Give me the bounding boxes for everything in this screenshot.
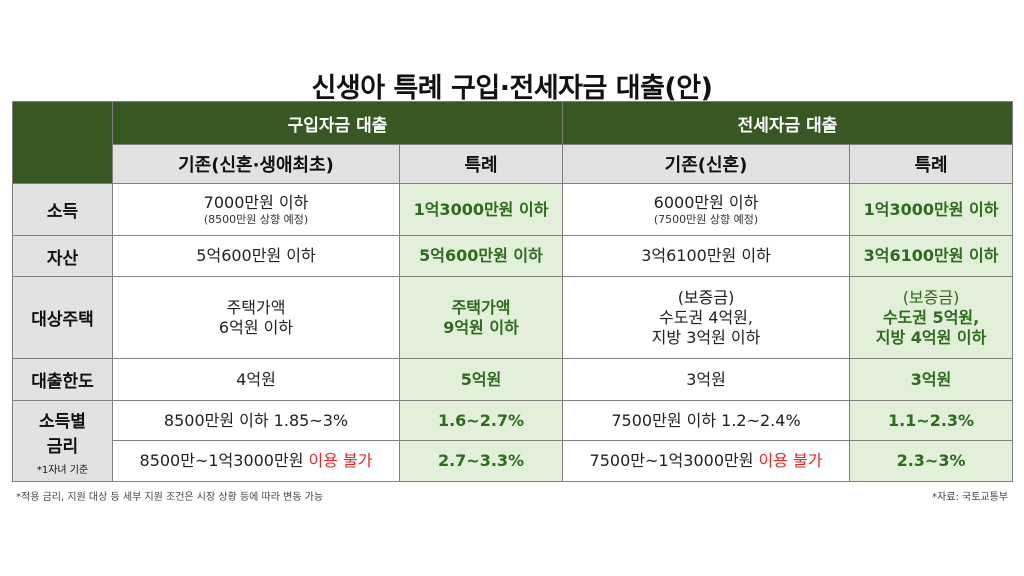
header-jeonse-special: 특례 [849, 144, 1014, 184]
header-purchase-special: 특례 [398, 144, 564, 184]
row-asset: 자산 5억600만원 이하 5억600만원 이하 3억6100만원 이하 3억6… [12, 235, 1014, 277]
row-label-asset: 자산 [12, 235, 113, 277]
income-purchase-special: 1억3000만원 이하 [398, 183, 564, 236]
rate2-purchase-base-unavailable: 이용 불가 [308, 451, 373, 470]
row-label-limit: 대출한도 [12, 358, 113, 401]
header-jeonse-loan: 전세자금 대출 [562, 101, 1014, 145]
rate2-jeonse-base-range: 7500만~1억3000만원 [589, 451, 754, 470]
rate2-purchase-base-range: 8500만~1억3000만원 [139, 451, 304, 470]
limit-jeonse-special: 3억원 [849, 358, 1014, 401]
housing-purchase-special-line2: 9억원 이하 [443, 317, 519, 337]
limit-purchase-special: 5억원 [398, 358, 564, 401]
income-jeonse-base-note: (7500만원 상향 예정) [653, 212, 759, 226]
rate2-jeonse-base: 7500만~1억3000만원 이용 불가 [562, 440, 851, 482]
row-label-housing: 대상주택 [12, 276, 113, 359]
row-housing: 대상주택 주택가액 6억원 이하 주택가액 9억원 이하 (보증금) 수도권 4… [12, 276, 1014, 359]
income-jeonse-base-value: 6000만원 이하 [653, 192, 759, 212]
row-rate-2: 8500만~1억3000만원 이용 불가 2.7~3.3% 7500만~1억30… [13, 440, 1014, 482]
income-purchase-base-note: (8500만원 상향 예정) [203, 212, 309, 226]
housing-jeonse-special-line1: (보증금) [902, 287, 960, 307]
limit-jeonse-base: 3억원 [562, 358, 851, 401]
limit-purchase-base: 4억원 [112, 358, 400, 401]
rate1-purchase-special: 1.6~2.7% [398, 400, 564, 441]
asset-purchase-special: 5억600만원 이하 [398, 235, 564, 277]
income-jeonse-special: 1억3000만원 이하 [849, 183, 1014, 236]
rate-label-note: *1자녀 기준 [36, 464, 89, 476]
housing-jeonse-special-line2: 수도권 5억원, [882, 307, 980, 327]
housing-purchase-base-line1: 주택가액 [226, 297, 286, 317]
row-limit: 대출한도 4억원 5억원 3억원 3억원 [12, 358, 1014, 401]
rate2-purchase-base: 8500만~1억3000만원 이용 불가 [112, 440, 400, 482]
asset-purchase-base: 5억600만원 이하 [112, 235, 400, 277]
header-purchase-base: 기존(신혼·생애최초) [112, 144, 400, 184]
loan-comparison-table: 구입자금 대출 전세자금 대출 기존(신혼·생애최초) 특례 기존(신혼) 특례… [12, 101, 1014, 482]
row-label-rate: 소득별 금리 *1자녀 기준 [12, 400, 113, 482]
header-jeonse-base: 기존(신혼) [562, 144, 851, 184]
housing-jeonse-base: (보증금) 수도권 4억원, 지방 3억원 이하 [562, 276, 851, 359]
rate2-jeonse-base-unavailable: 이용 불가 [758, 451, 823, 470]
housing-jeonse-special-line3: 지방 4억원 이하 [875, 327, 987, 347]
rate-label-line1: 소득별 [39, 411, 86, 432]
row-rate-1: 소득별 금리 *1자녀 기준 8500만원 이하 1.85~3% 1.6~2.7… [12, 400, 1014, 482]
row-label-income: 소득 [12, 183, 113, 236]
rate1-jeonse-base: 7500만원 이하 1.2~2.4% [562, 400, 851, 441]
housing-purchase-special-line1: 주택가액 [451, 297, 511, 317]
rate-label-line2: 금리 [46, 436, 79, 457]
housing-purchase-base-line2: 6억원 이하 [218, 317, 294, 337]
rate2-jeonse-special: 2.3~3% [849, 440, 1014, 482]
page-title: 신생아 특례 구입·전세자금 대출(안) [311, 73, 713, 104]
income-purchase-base: 7000만원 이하 (8500만원 상향 예정) [112, 183, 400, 236]
source-note: *자료: 국토교통부 [932, 492, 1008, 503]
row-income: 소득 7000만원 이하 (8500만원 상향 예정) 1억3000만원 이하 … [12, 183, 1014, 236]
housing-jeonse-base-line1: (보증금) [677, 287, 735, 307]
footnote: *적용 금리, 지원 대상 등 세부 지원 조건은 시장 상황 등에 따라 변동… [16, 492, 324, 503]
housing-jeonse-special: (보증금) 수도권 5억원, 지방 4억원 이하 [849, 276, 1014, 359]
rate1-jeonse-special: 1.1~2.3% [849, 400, 1014, 441]
housing-purchase-special: 주택가액 9억원 이하 [398, 276, 564, 359]
income-jeonse-base: 6000만원 이하 (7500만원 상향 예정) [562, 183, 851, 236]
asset-jeonse-special: 3억6100만원 이하 [849, 235, 1014, 277]
header-purchase-loan: 구입자금 대출 [111, 101, 564, 145]
income-purchase-base-value: 7000만원 이하 [203, 192, 309, 212]
corner-cell [12, 101, 113, 184]
rate2-purchase-special: 2.7~3.3% [398, 440, 564, 482]
housing-jeonse-base-line3: 지방 3억원 이하 [651, 327, 761, 347]
rate1-purchase-base: 8500만원 이하 1.85~3% [112, 400, 400, 441]
asset-jeonse-base: 3억6100만원 이하 [562, 235, 851, 277]
housing-jeonse-base-line2: 수도권 4억원, [659, 307, 753, 327]
housing-purchase-base: 주택가액 6억원 이하 [112, 276, 400, 359]
